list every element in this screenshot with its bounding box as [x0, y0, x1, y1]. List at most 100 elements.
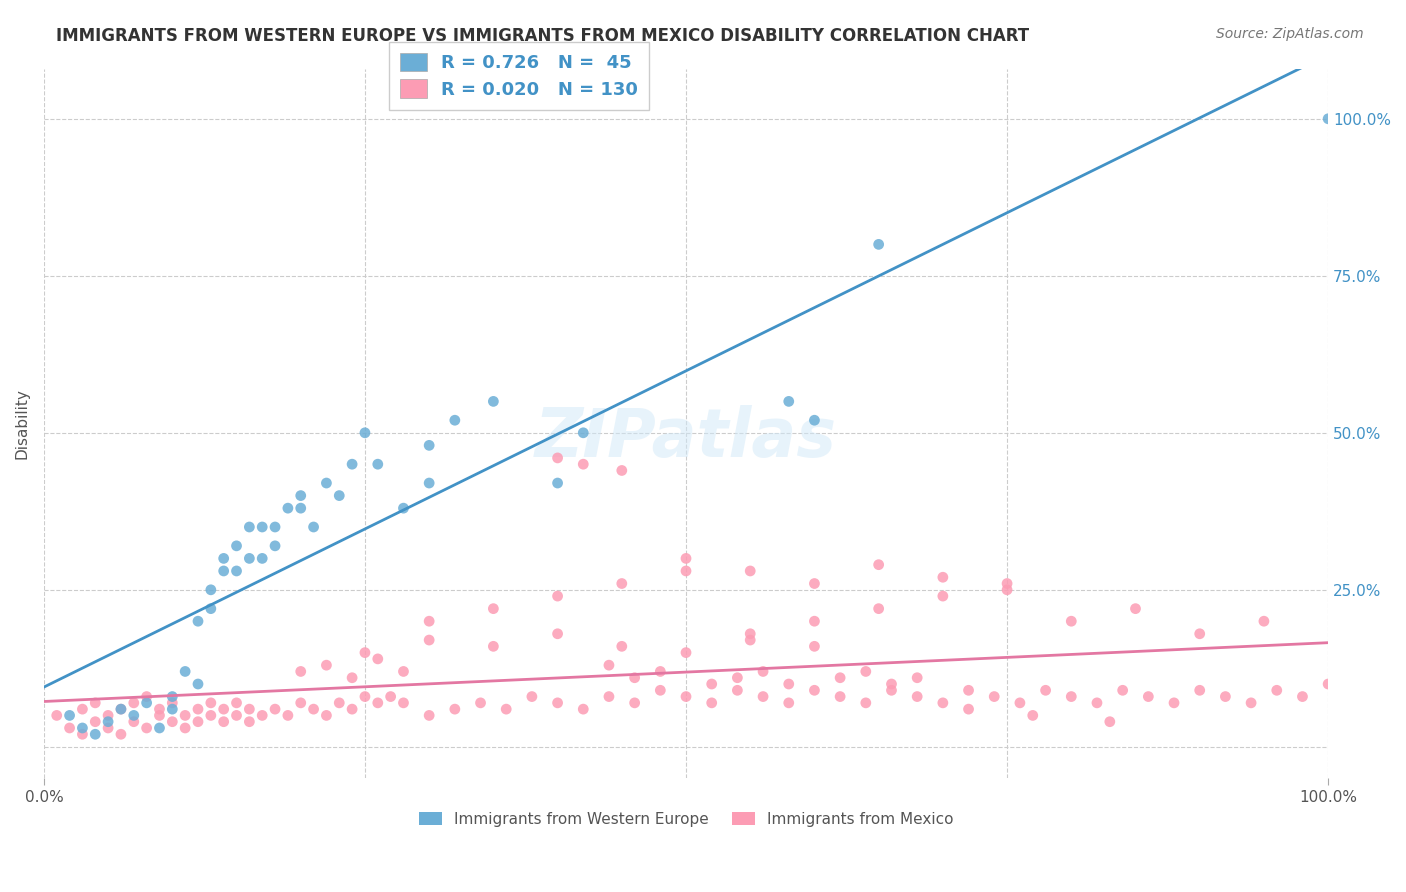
Point	[650, 665, 672, 679]
Point	[1060, 614, 1083, 628]
Point	[174, 721, 197, 735]
Point	[598, 658, 620, 673]
Point	[598, 690, 620, 704]
Point	[1008, 696, 1031, 710]
Point	[200, 601, 222, 615]
Point	[212, 714, 235, 729]
Point	[1137, 690, 1160, 704]
Point	[264, 702, 287, 716]
Point	[200, 582, 222, 597]
Point	[174, 708, 197, 723]
Point	[470, 696, 492, 710]
Point	[675, 646, 697, 660]
Point	[1111, 683, 1133, 698]
Text: Source: ZipAtlas.com: Source: ZipAtlas.com	[1216, 27, 1364, 41]
Point	[148, 721, 170, 735]
Point	[418, 614, 440, 628]
Point	[868, 237, 890, 252]
Point	[212, 551, 235, 566]
Point	[572, 457, 595, 471]
Point	[932, 570, 955, 584]
Point	[1215, 690, 1237, 704]
Point	[84, 727, 107, 741]
Point	[354, 646, 377, 660]
Point	[572, 702, 595, 716]
Point	[97, 721, 120, 735]
Point	[752, 690, 775, 704]
Point	[495, 702, 517, 716]
Point	[623, 696, 645, 710]
Point	[315, 658, 337, 673]
Point	[1125, 601, 1147, 615]
Point	[187, 614, 209, 628]
Point	[58, 708, 80, 723]
Point	[315, 708, 337, 723]
Point	[238, 551, 260, 566]
Point	[482, 601, 505, 615]
Point	[803, 413, 825, 427]
Point	[354, 690, 377, 704]
Point	[187, 677, 209, 691]
Point	[995, 576, 1018, 591]
Point	[290, 696, 312, 710]
Point	[1317, 677, 1340, 691]
Point	[250, 708, 273, 723]
Point	[84, 696, 107, 710]
Point	[122, 708, 145, 723]
Point	[315, 476, 337, 491]
Point	[482, 640, 505, 654]
Point	[418, 438, 440, 452]
Point	[547, 589, 569, 603]
Point	[700, 677, 723, 691]
Point	[200, 708, 222, 723]
Point	[700, 696, 723, 710]
Point	[1035, 683, 1057, 698]
Point	[880, 683, 903, 698]
Point	[803, 614, 825, 628]
Point	[238, 702, 260, 716]
Point	[290, 489, 312, 503]
Point	[778, 677, 800, 691]
Point	[110, 702, 132, 716]
Point	[830, 671, 852, 685]
Point	[868, 558, 890, 572]
Point	[328, 489, 350, 503]
Point	[610, 576, 633, 591]
Point	[392, 665, 415, 679]
Point	[752, 665, 775, 679]
Point	[957, 683, 980, 698]
Point	[72, 727, 94, 741]
Point	[610, 640, 633, 654]
Point	[84, 714, 107, 729]
Point	[238, 714, 260, 729]
Point	[340, 671, 363, 685]
Point	[354, 425, 377, 440]
Y-axis label: Disability: Disability	[15, 388, 30, 458]
Point	[520, 690, 543, 704]
Point	[340, 702, 363, 716]
Point	[1240, 696, 1263, 710]
Point	[482, 394, 505, 409]
Point	[1291, 690, 1313, 704]
Text: ZIPatlas: ZIPatlas	[536, 405, 837, 471]
Point	[675, 690, 697, 704]
Point	[855, 665, 877, 679]
Point	[1317, 112, 1340, 126]
Point	[905, 671, 928, 685]
Point	[444, 413, 467, 427]
Point	[675, 551, 697, 566]
Point	[174, 665, 197, 679]
Point	[778, 394, 800, 409]
Point	[302, 520, 325, 534]
Point	[212, 564, 235, 578]
Point	[45, 708, 67, 723]
Point	[855, 696, 877, 710]
Point	[803, 640, 825, 654]
Point	[905, 690, 928, 704]
Point	[1163, 696, 1185, 710]
Point	[162, 702, 184, 716]
Point	[328, 696, 350, 710]
Point	[392, 501, 415, 516]
Point	[675, 564, 697, 578]
Point	[162, 696, 184, 710]
